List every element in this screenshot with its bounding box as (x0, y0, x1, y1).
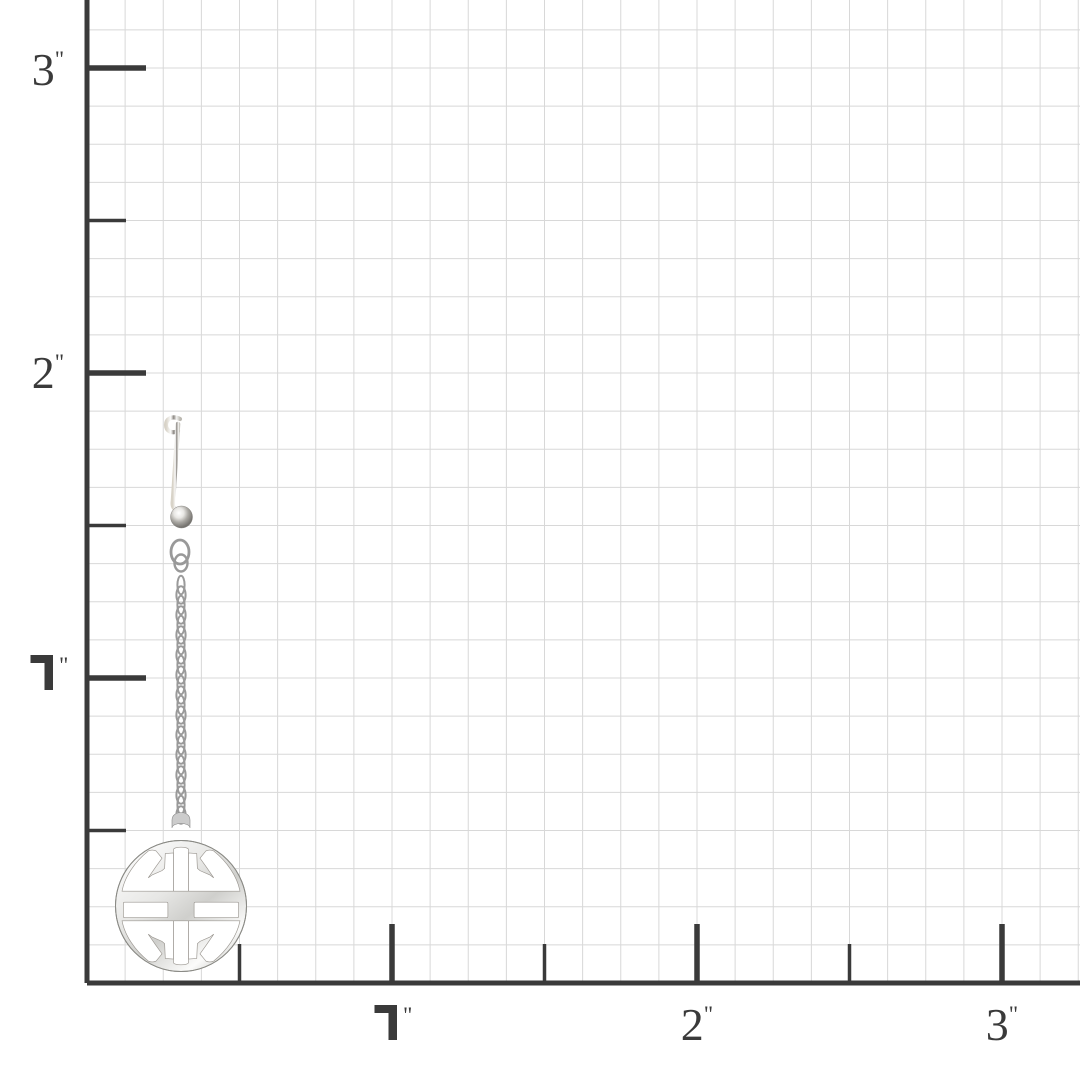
svg-text:3": 3" (986, 999, 1018, 1050)
svg-text:2": 2" (681, 999, 713, 1050)
svg-text:": " (403, 1003, 412, 1028)
svg-text:3": 3" (32, 44, 64, 95)
svg-text:2": 2" (32, 347, 64, 398)
svg-text:": " (59, 653, 68, 678)
